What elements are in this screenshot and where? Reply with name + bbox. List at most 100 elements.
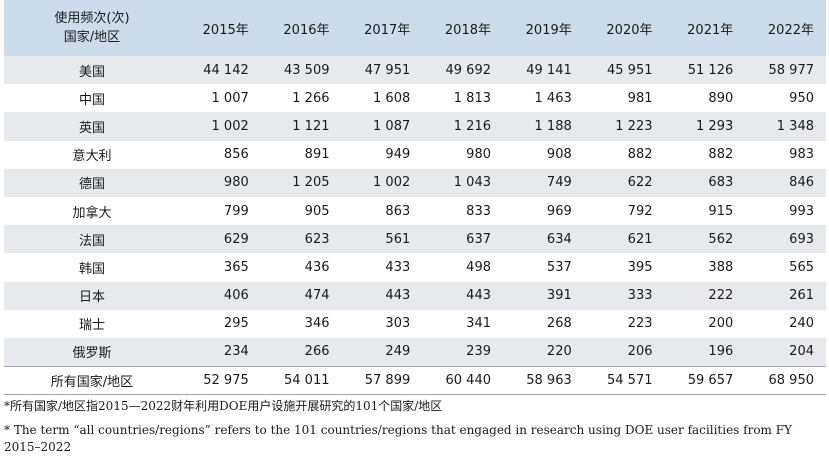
usage-value: 1 121 (292, 118, 330, 134)
usage-value: 890 (708, 90, 734, 106)
usage-value: 905 (304, 203, 330, 219)
table-body: 美国 44 142 43 509 47 951 49 692 49 141 45 951 51… (4, 56, 826, 395)
table-row: 韩国 365 436 433 498 537 395 388 565 (4, 253, 826, 281)
table-row: 法国 629 623 561 637 634 621 562 693 (4, 225, 826, 254)
year-header: 2015年 (202, 22, 249, 38)
usage-value: 443 (466, 288, 491, 304)
usage-value: 261 (789, 288, 814, 304)
usage-value: 562 (708, 231, 734, 247)
usage-value: 637 (466, 231, 491, 247)
usage-value: 1 002 (211, 118, 249, 134)
table-row: 德国 980 1 205 1 002 1 043 749 622 683 846 (4, 168, 826, 197)
usage-value: 249 (385, 344, 411, 360)
usage-value: 346 (304, 316, 330, 332)
usage-value: 993 (789, 203, 814, 219)
usage-value: 891 (304, 147, 330, 163)
usage-value: 436 (304, 259, 330, 275)
year-header: 2017年 (364, 22, 411, 38)
table-row: 美国 44 142 43 509 47 951 49 692 49 141 45 951 51… (4, 56, 826, 85)
usage-value: 908 (546, 147, 572, 163)
table-row: 瑞士 295 346 303 341 268 223 200 240 (4, 310, 826, 338)
usage-value: 406 (223, 288, 249, 304)
usage-value: 1 463 (534, 90, 572, 106)
usage-value: 833 (466, 203, 491, 219)
usage-value: 749 (546, 175, 572, 191)
country-name: 法国 (78, 233, 105, 249)
usage-value: 49 141 (526, 62, 572, 78)
usage-value: 391 (546, 288, 572, 304)
usage-value: 693 (789, 231, 814, 247)
country-name: 意大利 (72, 149, 112, 165)
usage-value: 240 (789, 316, 814, 332)
usage-value: 295 (223, 316, 249, 332)
total-row: 所有国家/地区 52 975 54 011 57 899 60 440 58 963 54 … (4, 365, 826, 395)
usage-value: 634 (546, 231, 572, 247)
usage-value: 969 (546, 203, 572, 219)
usage-value: 200 (708, 316, 734, 332)
usage-value: 68 950 (745, 365, 826, 395)
country-name: 中国 (78, 92, 105, 108)
country-name: 德国 (78, 177, 105, 193)
country-name: 俄罗斯 (72, 346, 112, 362)
usage-value: 1 813 (453, 90, 491, 106)
usage-value: 799 (223, 203, 249, 219)
usage-value: 60 440 (422, 365, 503, 395)
usage-value: 1 348 (776, 118, 814, 134)
usage-value: 1 002 (373, 175, 411, 191)
usage-value: 1 216 (453, 118, 491, 134)
usage-value: 395 (627, 259, 653, 275)
country-name: 加拿大 (72, 205, 112, 221)
usage-value: 915 (708, 203, 734, 219)
usage-value: 333 (627, 288, 653, 304)
usage-value: 474 (304, 288, 330, 304)
corner-line-2: 国家/地区 (63, 30, 121, 45)
usage-value: 1 188 (534, 118, 572, 134)
usage-value: 1 043 (453, 175, 491, 191)
usage-value: 629 (223, 231, 249, 247)
usage-value: 51 126 (687, 62, 734, 78)
usage-value: 623 (304, 231, 330, 247)
usage-value: 983 (789, 147, 814, 163)
usage-value: 980 (466, 147, 491, 163)
country-name: 瑞士 (78, 318, 105, 334)
table-row: 意大利 856 891 949 980 908 882 882 983 (4, 141, 826, 169)
usage-value: 365 (223, 259, 249, 275)
year-header: 2022年 (767, 22, 814, 38)
header-row: 使用频次(次) 国家/地区 2015年 2016年 2017年 2018年 20… (4, 0, 826, 56)
usage-value: 52 975 (180, 365, 261, 395)
usage-value: 561 (385, 231, 411, 247)
usage-value: 856 (223, 147, 249, 163)
usage-value: 1 007 (211, 90, 249, 106)
usage-value: 443 (385, 288, 411, 304)
table-row: 俄罗斯 234 266 249 239 220 206 196 204 (4, 337, 826, 367)
year-header: 2016年 (283, 22, 330, 38)
usage-value: 223 (627, 316, 653, 332)
usage-value: 44 142 (203, 62, 249, 78)
usage-value: 43 509 (284, 62, 330, 78)
usage-value: 341 (466, 316, 491, 332)
usage-value: 433 (385, 259, 411, 275)
usage-value: 49 692 (445, 62, 492, 78)
usage-value: 58 977 (768, 62, 815, 78)
year-header: 2020年 (606, 22, 653, 38)
year-header: 2021年 (687, 22, 734, 38)
usage-value: 234 (223, 344, 249, 360)
usage-value: 268 (546, 316, 572, 332)
usage-value: 882 (708, 147, 734, 163)
usage-value: 621 (627, 231, 653, 247)
usage-value: 57 899 (341, 365, 423, 395)
usage-value: 59 657 (664, 365, 746, 395)
usage-value: 1 266 (292, 90, 330, 106)
usage-value: 622 (627, 175, 653, 191)
usage-value: 949 (385, 147, 411, 163)
corner-header: 使用频次(次) 国家/地区 (4, 0, 180, 56)
usage-value: 220 (546, 344, 572, 360)
usage-value: 981 (627, 90, 653, 106)
table-row: 英国 1 002 1 121 1 087 1 216 1 188 1 223 1 293 1 3… (4, 112, 826, 141)
country-name: 日本 (78, 290, 105, 306)
usage-value: 980 (223, 175, 249, 191)
country-name: 美国 (78, 64, 105, 80)
usage-value: 1 087 (373, 118, 411, 134)
usage-value: 45 951 (607, 62, 653, 78)
